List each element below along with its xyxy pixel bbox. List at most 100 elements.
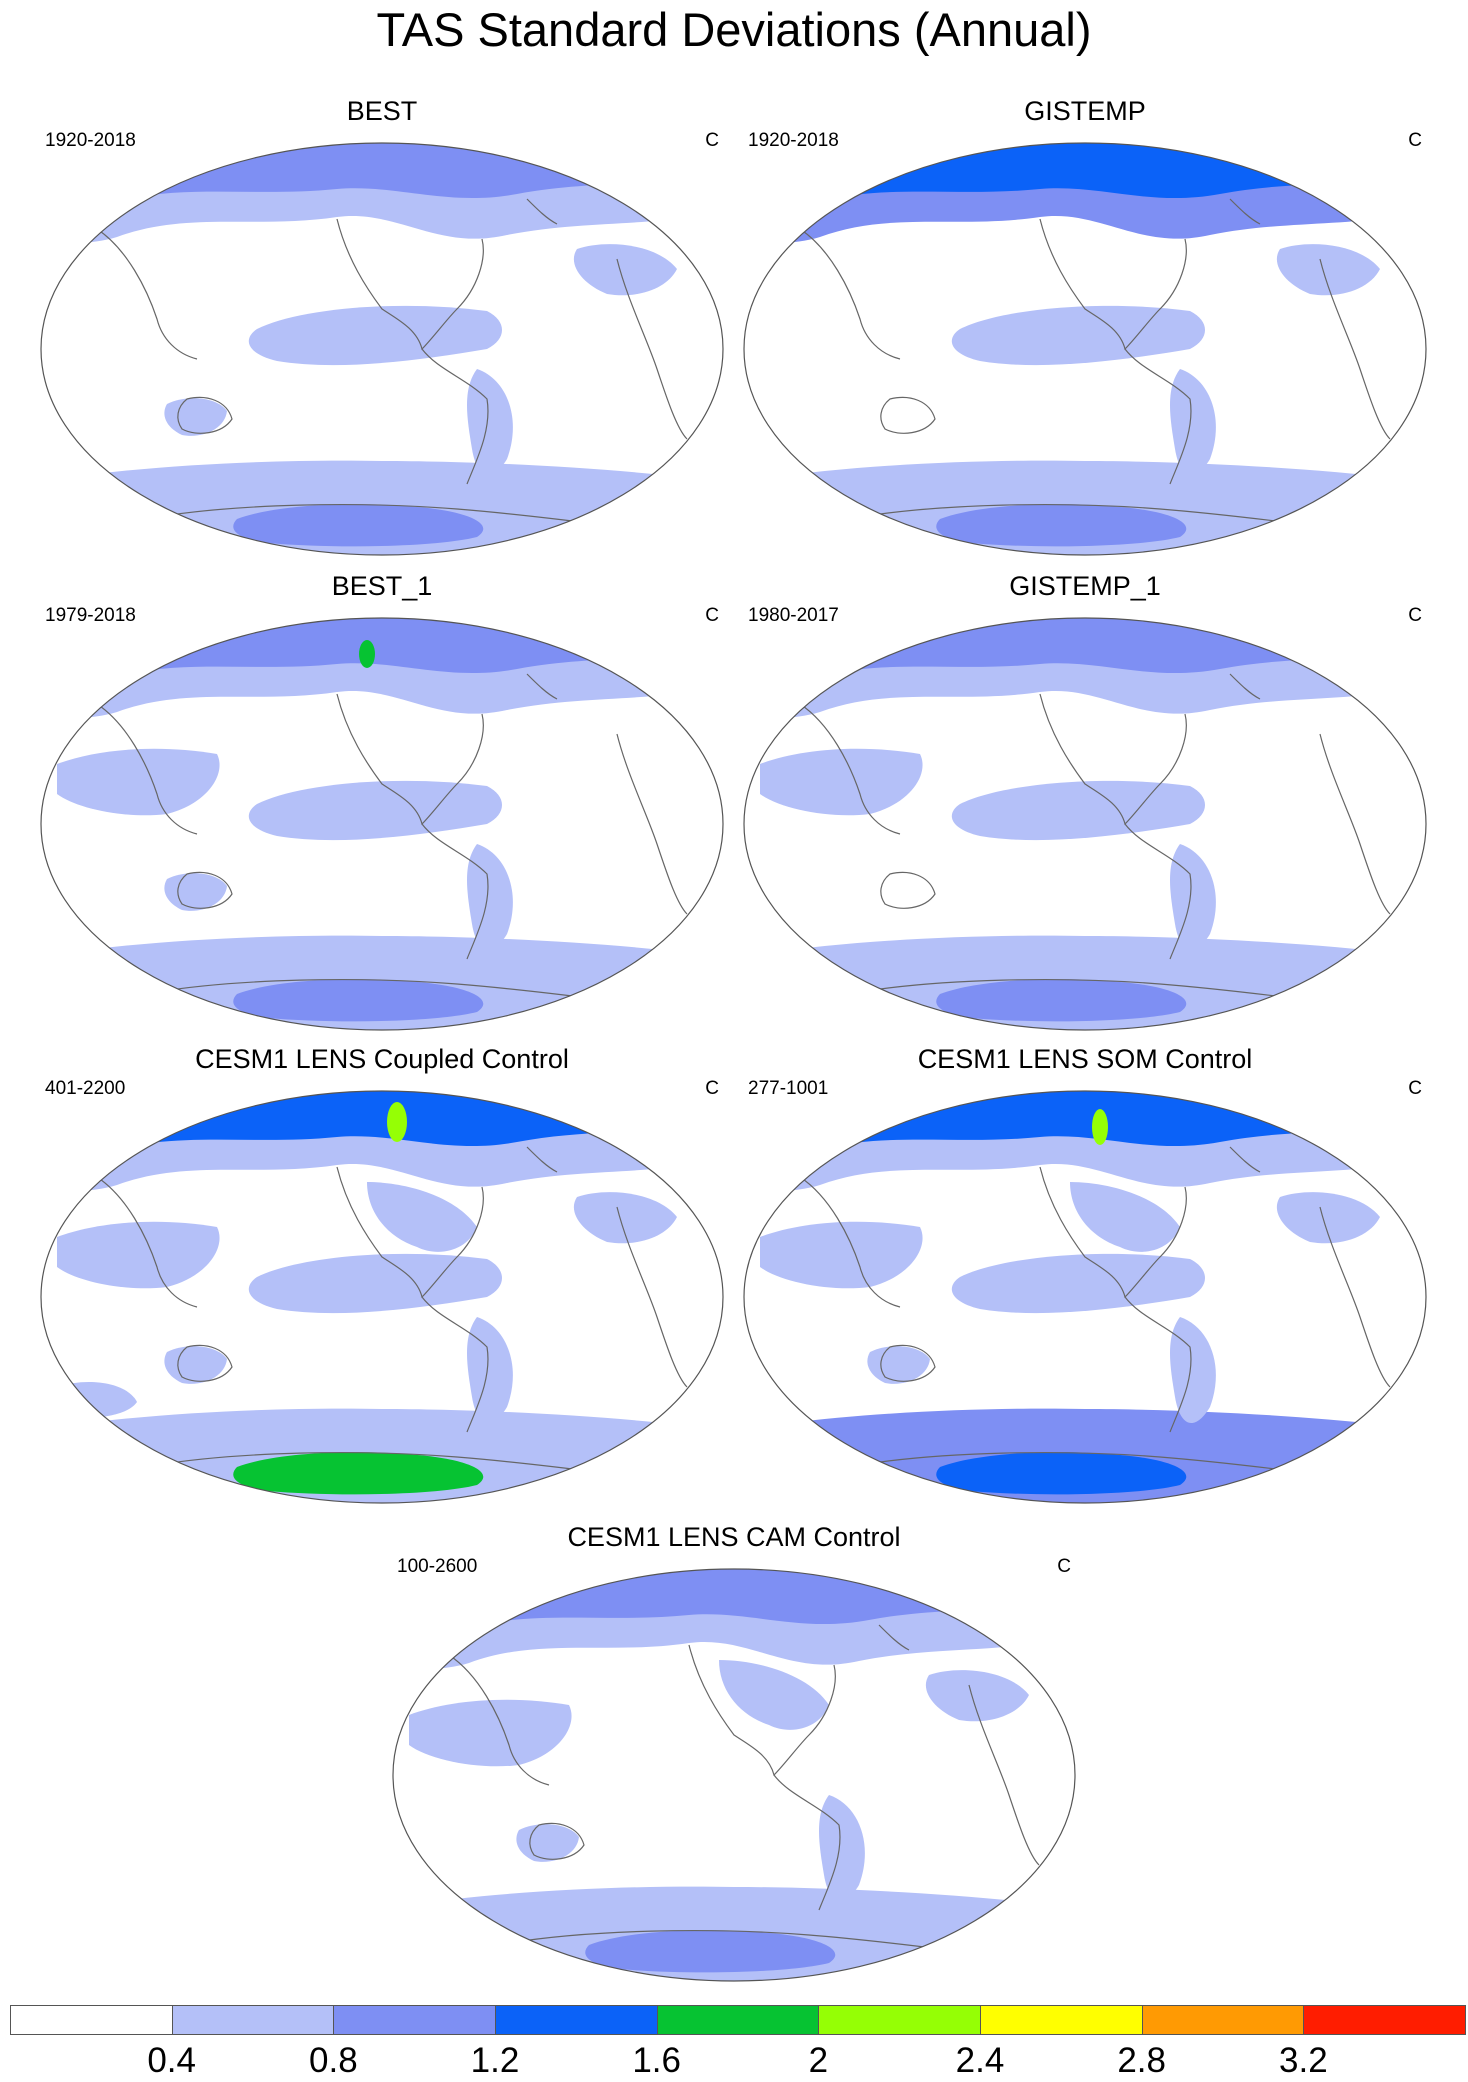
variability-region [57, 748, 220, 816]
panel-units: C [1408, 130, 1422, 151]
panel-title: GISTEMP_1 [1009, 571, 1161, 601]
hotspot-region [800, 1106, 880, 1138]
variability-region [467, 369, 513, 476]
variability-region [57, 1221, 220, 1289]
map-border [40, 617, 724, 1031]
map-border [40, 142, 724, 556]
coastline [448, 1654, 550, 1786]
panel-title: BEST [346, 96, 418, 126]
coastline [526, 673, 558, 700]
coastlines [448, 1624, 1040, 1951]
panel-period: 1979-2018 [45, 605, 136, 626]
variability-region [925, 1670, 1029, 1722]
coastline [177, 1344, 233, 1382]
colorbar-label: 1.2 [470, 2041, 520, 2080]
coastline [529, 1822, 585, 1860]
map-panel-coupled-control: CESM1 LENS Coupled Control 401-2200 C [37, 1043, 727, 1513]
coastline [859, 1451, 1301, 1473]
colorbar-swatch [171, 2005, 335, 2035]
variability-region [1170, 844, 1216, 951]
shaded-field [41, 618, 723, 1030]
variability-region [248, 780, 502, 841]
coastline [1124, 1296, 1192, 1433]
hotspot-region [127, 627, 187, 651]
colorbar-swatch [1141, 2005, 1305, 2035]
coastline [880, 871, 936, 909]
colorbar-label: 2.8 [1117, 2041, 1166, 2080]
coastline [1039, 218, 1187, 351]
variability-region [1170, 369, 1216, 476]
variability-region [467, 1317, 513, 1424]
antarctic-core [233, 504, 484, 547]
variability-region [819, 1795, 865, 1902]
colorbar-label: 3.2 [1279, 2041, 1328, 2080]
coastline [880, 1344, 936, 1382]
world-map [40, 617, 724, 1031]
shaded-field [744, 1091, 1426, 1503]
panel-period: 401-2200 [45, 1078, 126, 1099]
shaded-field [744, 143, 1426, 555]
coastline [421, 823, 489, 960]
variability-region [467, 844, 513, 951]
antarctic-core [585, 1930, 836, 1973]
coastline [1319, 733, 1391, 915]
map-border [392, 1568, 1076, 1982]
colorbar-label: 2 [808, 2041, 829, 2080]
coastline [336, 218, 484, 351]
variability-region [951, 305, 1205, 366]
main-title: TAS Standard Deviations (Annual) [376, 3, 1092, 56]
shaded-field [744, 618, 1426, 1030]
hotspot-region [112, 1102, 182, 1132]
panel-units: C [705, 605, 719, 626]
antarctic-core [233, 1452, 484, 1495]
hotspot-region [387, 1102, 407, 1142]
coastline [799, 703, 901, 835]
panel-units: C [1408, 1078, 1422, 1099]
coastlines [96, 198, 688, 525]
coastlines [799, 198, 1391, 525]
coastline [616, 1206, 688, 1388]
coastline [1319, 1206, 1391, 1388]
world-map [392, 1568, 1076, 1982]
coastline [96, 1176, 198, 1308]
world-map [743, 142, 1427, 556]
coastline [336, 693, 484, 826]
panel-units: C [705, 130, 719, 151]
map-border [40, 1090, 724, 1504]
colorbar-label: 2.4 [955, 2041, 1005, 2080]
colorbar-label: 0.8 [309, 2041, 358, 2080]
variability-region [951, 780, 1205, 841]
variability-region [1070, 1182, 1180, 1252]
colorbar-swatch [333, 2005, 496, 2035]
panel-title: CESM1 LENS SOM Control [917, 1044, 1253, 1074]
coastline [1124, 823, 1192, 960]
coastline [96, 703, 198, 835]
coastline [1124, 348, 1192, 485]
coastline [1039, 1166, 1187, 1299]
map-panel-best-1: BEST_1 1979-2018 C [37, 570, 727, 1040]
coastline [336, 1166, 484, 1299]
coastline [421, 348, 489, 485]
map-panel-best: BEST 1920-2018 C [37, 95, 727, 565]
panel-title: CESM1 LENS CAM Control [567, 1522, 901, 1552]
coastline [1319, 258, 1391, 440]
map-panel-gistemp-1: GISTEMP_1 1980-2017 C [740, 570, 1430, 1040]
colorbar-label: 1.6 [632, 2041, 681, 2080]
variability-region [1276, 244, 1380, 296]
map-panel-gistemp: GISTEMP 1920-2018 C [740, 95, 1430, 565]
variability-region [409, 1699, 572, 1767]
coastline [616, 258, 688, 440]
coastline [1229, 1146, 1261, 1173]
world-map [743, 1090, 1427, 1504]
map-border [743, 1090, 1427, 1504]
panel-period: 1920-2018 [748, 130, 839, 151]
hotspot-region [129, 1107, 165, 1123]
coastline [421, 1296, 489, 1433]
colorbar-swatch [818, 2005, 981, 2035]
panel-units: C [1057, 1556, 1071, 1577]
panel-title: GISTEMP [1024, 96, 1146, 126]
map-border [743, 142, 1427, 556]
coastline [526, 1146, 558, 1173]
colorbar-label: 0.4 [147, 2041, 196, 2080]
coastline [688, 1644, 836, 1777]
